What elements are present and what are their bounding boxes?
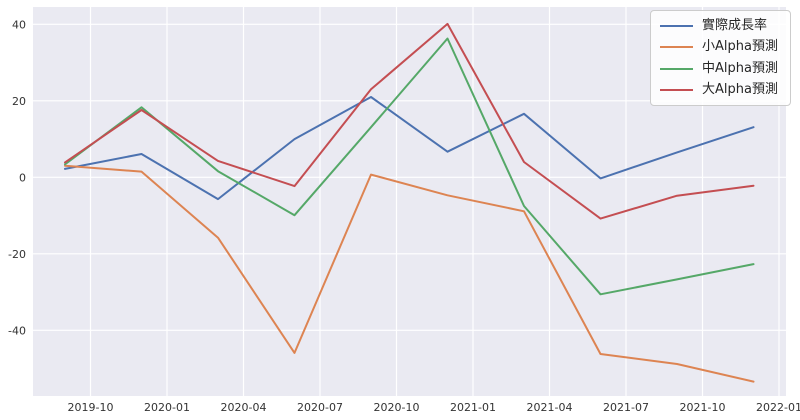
x-tick-label: 2021-04 (527, 401, 573, 414)
y-tick-label: 20 (12, 95, 26, 108)
legend-swatch-line (660, 25, 694, 28)
series-line-中Alpha預測 (64, 37, 755, 296)
series-line-小Alpha預測 (64, 164, 755, 383)
y-tick-label: -40 (8, 324, 26, 337)
legend-item: 實際成長率 (660, 18, 778, 33)
legend-item-label: 大Alpha預測 (702, 81, 778, 97)
x-tick-label: 2021-01 (450, 401, 496, 414)
y-tick-label: -20 (8, 248, 26, 261)
legend-item: 中Alpha預測 (660, 60, 778, 76)
legend-item-label: 實際成長率 (702, 18, 768, 33)
x-tick-label: 2020-04 (221, 401, 267, 414)
x-tick-label: 2021-10 (680, 401, 726, 414)
x-tick-label: 2020-07 (297, 401, 343, 414)
x-tick-label: 2020-10 (374, 401, 420, 414)
x-tick-label: 2020-01 (144, 401, 190, 414)
y-tick-label: 40 (12, 18, 26, 31)
legend-item: 大Alpha預測 (660, 81, 778, 97)
series-line-實際成長率 (64, 96, 755, 201)
x-tick-label: 2021-07 (603, 401, 649, 414)
legend-swatch-line (660, 67, 694, 70)
legend-swatch-line (660, 89, 694, 92)
legend-item-label: 中Alpha預測 (702, 60, 778, 76)
x-tick-label: 2022-01 (756, 401, 800, 414)
legend-item: 小Alpha預測 (660, 39, 778, 55)
series-line-大Alpha預測 (64, 22, 755, 220)
y-tick-label: 0 (19, 171, 26, 184)
x-tick-label: 2019-10 (68, 401, 114, 414)
legend-item-label: 小Alpha預測 (702, 39, 778, 55)
legend: 實際成長率小Alpha預測 中Alpha預測 大Alpha預測 (650, 10, 791, 107)
legend-swatch-line (660, 46, 694, 49)
